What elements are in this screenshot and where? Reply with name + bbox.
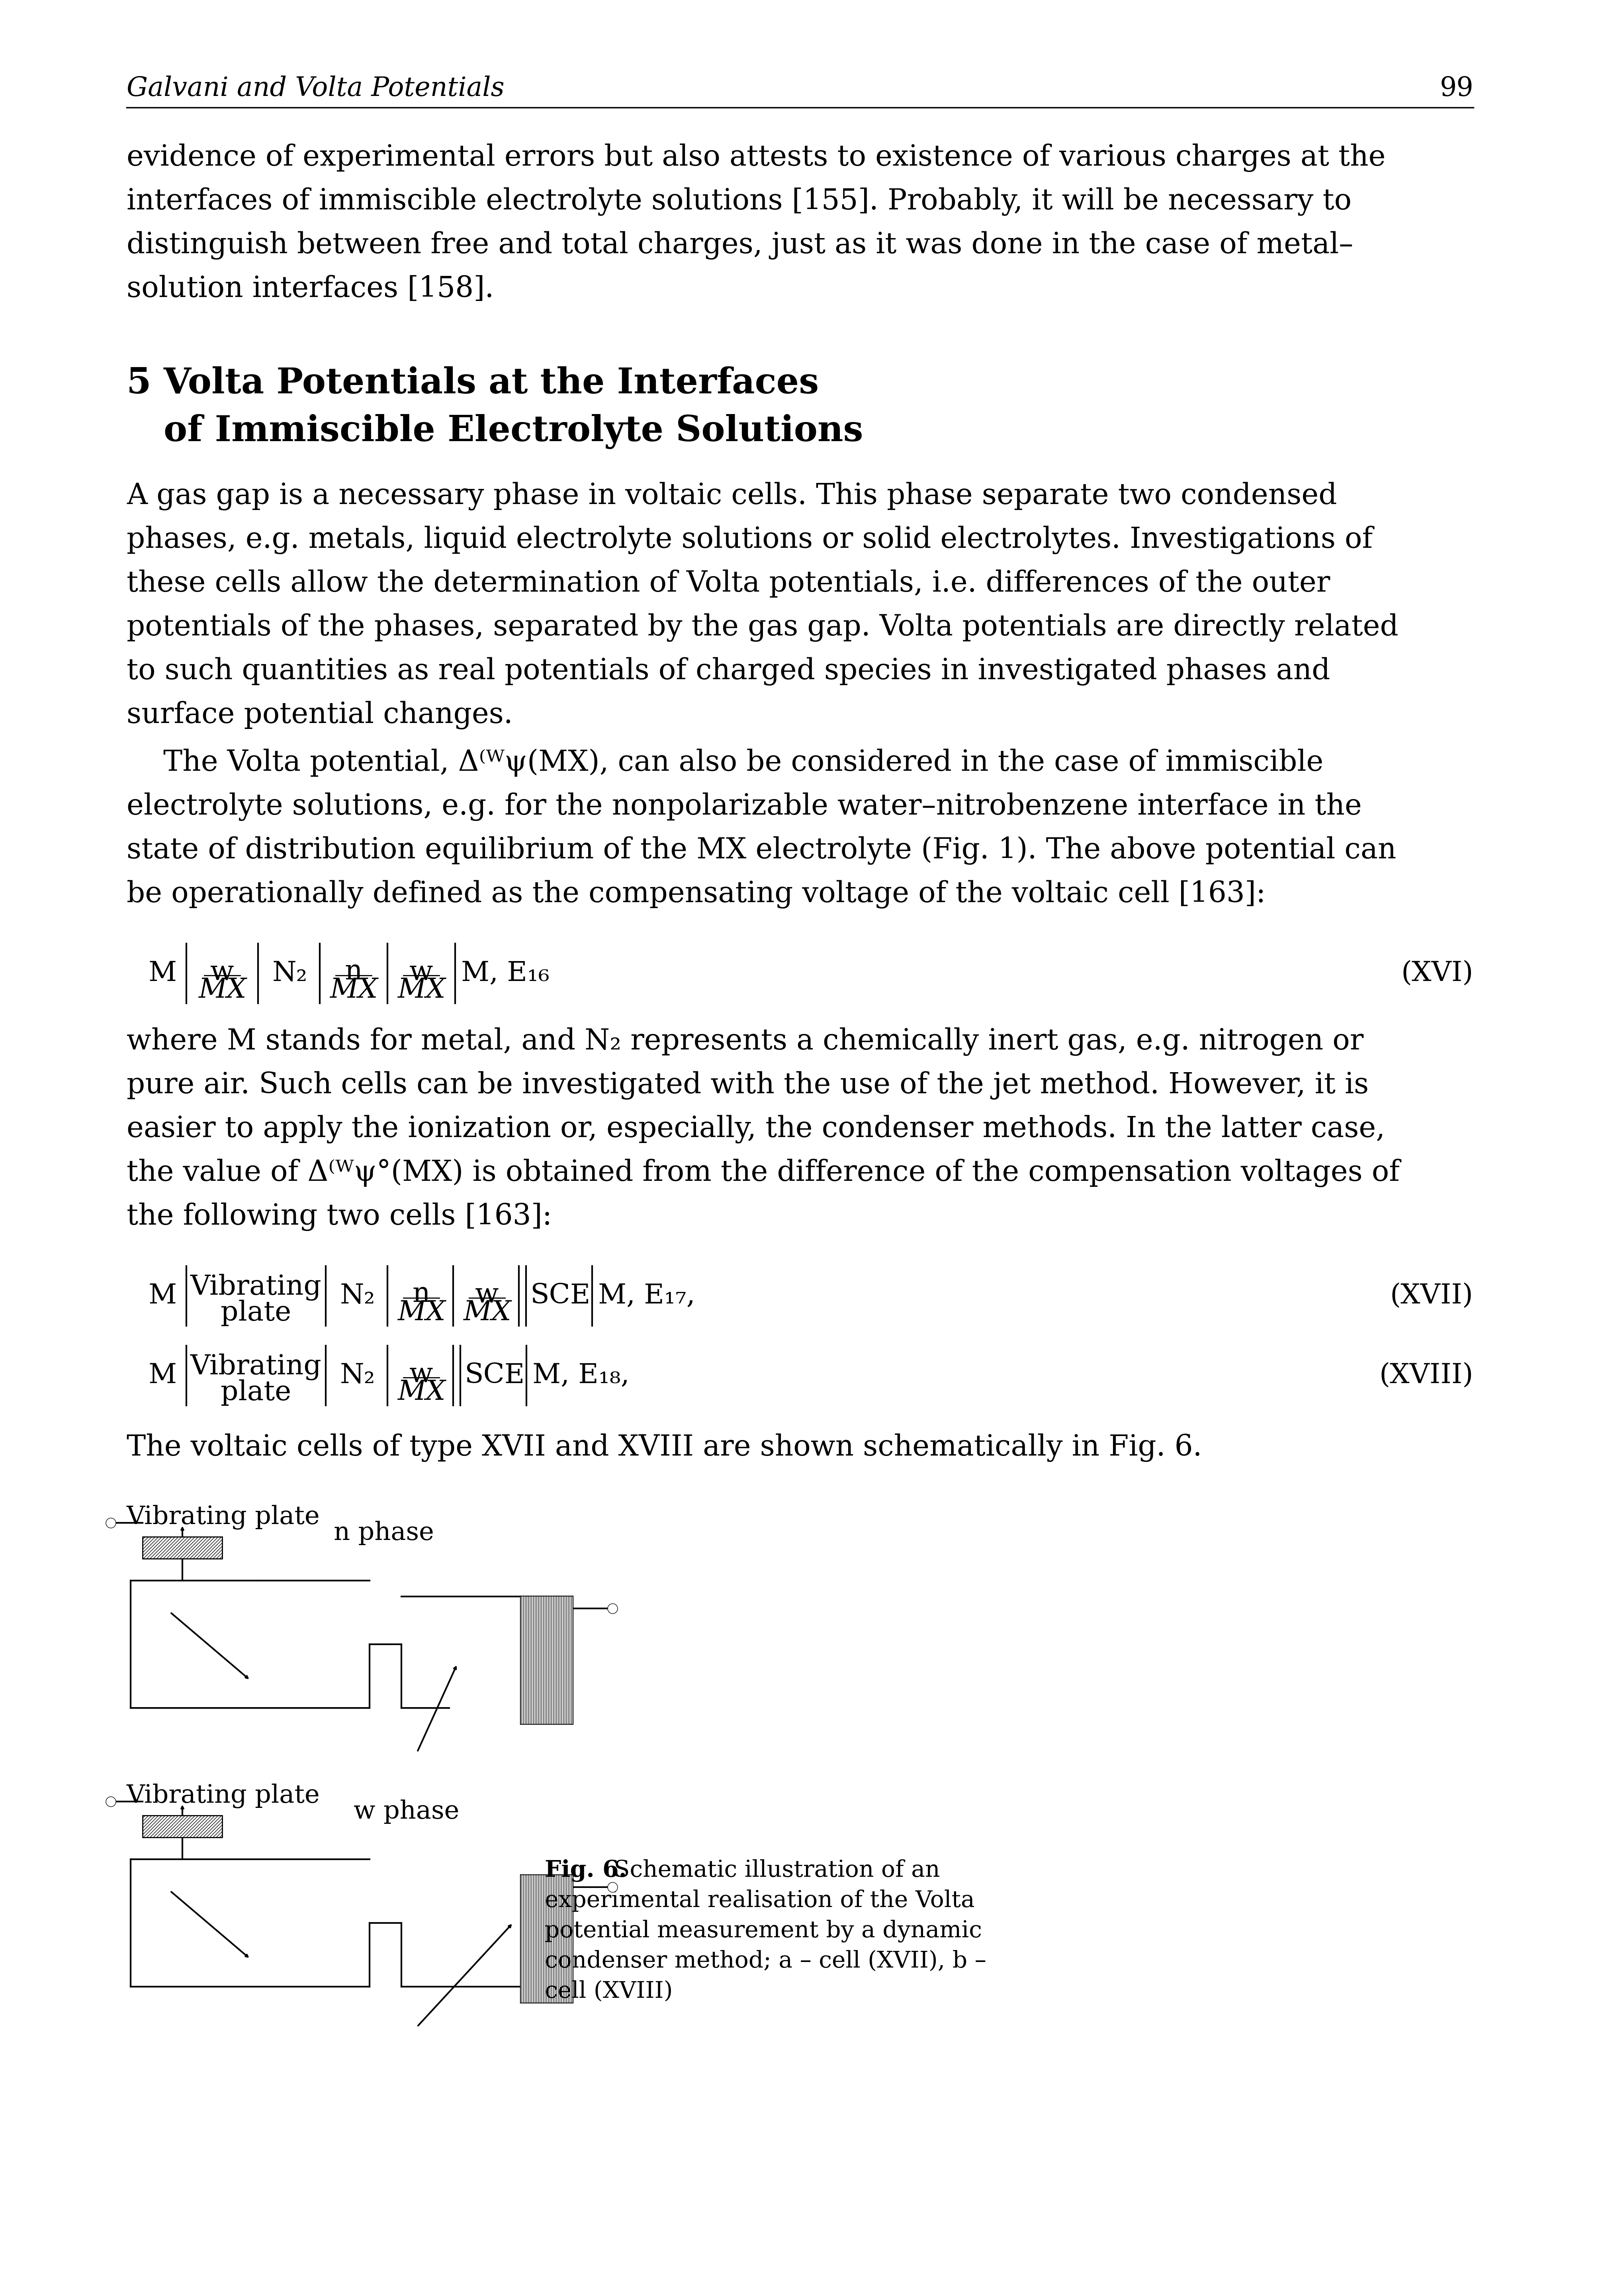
Text: Vibrating: Vibrating: [190, 1274, 322, 1302]
Text: evidence of experimental errors but also attests to existence of various charges: evidence of experimental errors but also…: [126, 142, 1386, 172]
Text: potential measurement by a dynamic: potential measurement by a dynamic: [544, 1919, 982, 1942]
Text: n: n: [413, 1281, 430, 1309]
Text: the following two cells [163]:: the following two cells [163]:: [126, 1203, 552, 1231]
Text: SCE: SCE: [464, 1362, 525, 1389]
Text: distinguish between free and total charges, just as it was done in the case of m: distinguish between free and total charg…: [126, 232, 1354, 259]
Text: N₂: N₂: [272, 960, 307, 987]
Text: be operationally defined as the compensating voltage of the voltaic cell [163]:: be operationally defined as the compensa…: [126, 879, 1266, 909]
Text: MX: MX: [397, 978, 445, 1003]
Text: (XVII): (XVII): [1390, 1283, 1474, 1309]
Text: M, E₁₇,: M, E₁₇,: [598, 1283, 694, 1309]
Text: w: w: [410, 960, 434, 985]
Text: 5 Volta Potentials at the Interfaces: 5 Volta Potentials at the Interfaces: [126, 367, 819, 402]
Text: M: M: [149, 1283, 176, 1309]
Text: where M stands for metal, and N₂ represents a chemically inert gas, e.g. nitroge: where M stands for metal, and N₂ represe…: [126, 1026, 1363, 1056]
Text: M, E₁₆: M, E₁₆: [461, 960, 549, 987]
Text: w phase: w phase: [354, 1800, 459, 1823]
Text: w: w: [410, 1362, 434, 1387]
Text: surface potential changes.: surface potential changes.: [126, 700, 512, 730]
Text: Vibrating plate: Vibrating plate: [126, 1784, 320, 1809]
Text: Galvani and Volta Potentials: Galvani and Volta Potentials: [126, 76, 504, 101]
Text: (XVI): (XVI): [1402, 960, 1474, 987]
Text: Fig. 6.: Fig. 6.: [544, 1860, 627, 1883]
Text: M: M: [149, 960, 176, 987]
Text: these cells allow the determination of Volta potentials, i.e. differences of the: these cells allow the determination of V…: [126, 569, 1330, 597]
Text: MX: MX: [330, 978, 378, 1003]
Text: of Immiscible Electrolyte Solutions: of Immiscible Electrolyte Solutions: [126, 413, 862, 450]
Bar: [142, 1536, 222, 1559]
Text: Schematic illustration of an: Schematic illustration of an: [606, 1860, 941, 1880]
Text: interfaces of immiscible electrolyte solutions [155]. Probably, it will be neces: interfaces of immiscible electrolyte sol…: [126, 186, 1352, 216]
Text: easier to apply the ionization or, especially, the condenser methods. In the lat: easier to apply the ionization or, espec…: [126, 1116, 1386, 1143]
Bar: [522, 1876, 573, 2002]
Text: The voltaic cells of type XVII and XVIII are shown schematically in Fig. 6.: The voltaic cells of type XVII and XVIII…: [126, 1433, 1202, 1463]
Text: phases, e.g. metals, liquid electrolyte solutions or solid electrolytes. Investi: phases, e.g. metals, liquid electrolyte …: [126, 526, 1373, 553]
Text: SCE: SCE: [530, 1283, 590, 1309]
Text: n: n: [344, 960, 363, 985]
Text: plate: plate: [221, 1300, 291, 1327]
Text: potentials of the phases, separated by the gas gap. Volta potentials are directl: potentials of the phases, separated by t…: [126, 613, 1398, 641]
Text: plate: plate: [221, 1380, 291, 1405]
Text: the value of Δ⁽ᵂψ°(MX) is obtained from the difference of the compensation volta: the value of Δ⁽ᵂψ°(MX) is obtained from …: [126, 1159, 1400, 1187]
Text: to such quantities as real potentials of charged species in investigated phases : to such quantities as real potentials of…: [126, 657, 1330, 687]
Text: state of distribution equilibrium of the MX electrolyte (Fig. 1). The above pote: state of distribution equilibrium of the…: [126, 836, 1397, 866]
Text: w: w: [475, 1281, 499, 1309]
Text: M: M: [149, 1362, 176, 1389]
Text: electrolyte solutions, e.g. for the nonpolarizable water–nitrobenzene interface : electrolyte solutions, e.g. for the nonp…: [126, 792, 1362, 820]
Text: The Volta potential, Δ⁽ᵂψ(MX), can also be considered in the case of immiscible: The Volta potential, Δ⁽ᵂψ(MX), can also …: [126, 748, 1323, 776]
Text: MX: MX: [462, 1300, 510, 1327]
Text: (XVIII): (XVIII): [1379, 1362, 1474, 1389]
Text: MX: MX: [397, 1380, 445, 1405]
Text: w: w: [210, 960, 234, 985]
Text: M, E₁₈,: M, E₁₈,: [533, 1362, 629, 1389]
Text: n phase: n phase: [334, 1520, 434, 1545]
Text: 99: 99: [1440, 76, 1474, 101]
Text: cell (XVIII): cell (XVIII): [544, 1979, 672, 2002]
Text: Vibrating: Vibrating: [190, 1355, 322, 1380]
Text: MX: MX: [397, 1300, 445, 1327]
Text: condenser method; a – cell (XVII), b –: condenser method; a – cell (XVII), b –: [544, 1949, 986, 1972]
Bar: [522, 1596, 573, 1724]
Text: N₂: N₂: [339, 1362, 376, 1389]
Text: A gas gap is a necessary phase in voltaic cells. This phase separate two condens: A gas gap is a necessary phase in voltai…: [126, 482, 1338, 510]
Text: Vibrating plate: Vibrating plate: [126, 1504, 320, 1529]
Text: pure air. Such cells can be investigated with the use of the jet method. However: pure air. Such cells can be investigated…: [126, 1070, 1368, 1100]
Bar: [142, 1816, 222, 1837]
Text: N₂: N₂: [339, 1283, 376, 1309]
Text: solution interfaces [158].: solution interfaces [158].: [126, 276, 494, 303]
Text: experimental realisation of the Volta: experimental realisation of the Volta: [544, 1890, 974, 1913]
Text: MX: MX: [198, 978, 246, 1003]
